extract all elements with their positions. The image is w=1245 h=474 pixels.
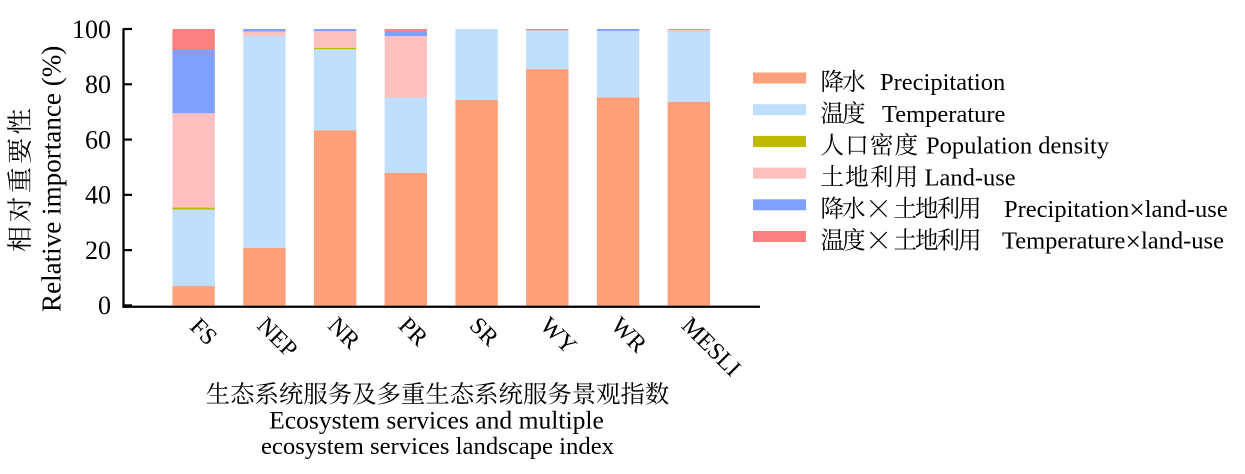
svg-text:Land-use: Land-use [925,164,1016,191]
svg-text:Temperature×land-use: Temperature×land-use [1002,225,1224,256]
svg-text:60: 60 [85,125,111,154]
svg-text:Ecosystem services and multipl: Ecosystem services and multiple [269,406,604,435]
svg-text:100: 100 [72,15,111,44]
svg-text:Relative importance (%): Relative importance (%) [37,46,67,312]
svg-text:20: 20 [85,236,111,265]
svg-text:Population density: Population density [926,133,1110,160]
svg-text:ecosystem services landscape i: ecosystem services landscape index [261,433,615,460]
svg-text:80: 80 [85,70,111,99]
svg-text:Precipitation×land-use: Precipitation×land-use [1004,194,1228,225]
svg-text:40: 40 [85,181,111,210]
svg-text:0: 0 [98,291,111,320]
svg-text:Temperature: Temperature [882,101,1006,128]
svg-text:Precipitation: Precipitation [880,69,1005,96]
